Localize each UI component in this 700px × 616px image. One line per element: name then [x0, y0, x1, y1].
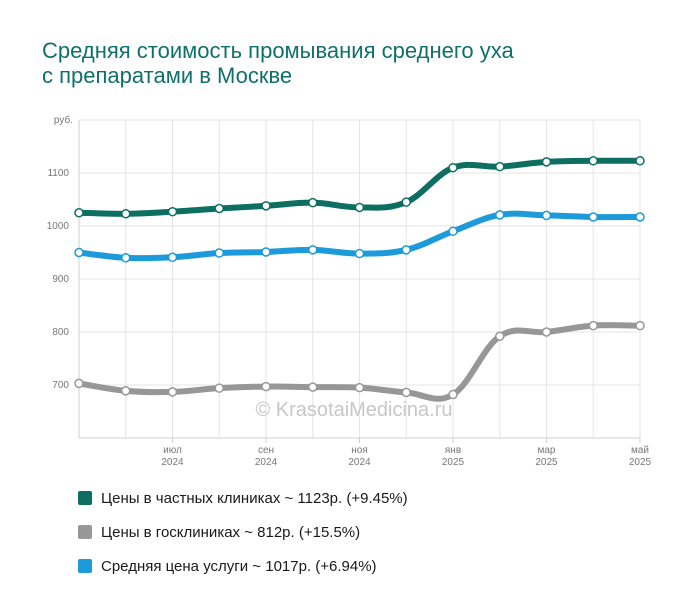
- data-point-average[interactable]: [214, 248, 224, 258]
- x-tick-label-year: 2024: [255, 457, 278, 468]
- x-tick-label-year: 2024: [348, 457, 371, 468]
- legend-item-public: Цены в госклиниках ~ 812р. (+15.5%): [78, 522, 408, 542]
- chart-axes: 70080090010001100руб.июл2024сен2024ноя20…: [47, 114, 652, 468]
- y-tick-label: 1000: [47, 221, 70, 232]
- data-point-private[interactable]: [214, 203, 224, 214]
- y-tick-label: 800: [52, 327, 69, 338]
- data-point-public[interactable]: [214, 383, 224, 393]
- x-tick-label-month: май: [631, 445, 649, 456]
- data-point-average[interactable]: [448, 226, 458, 237]
- legend-swatch-private: [78, 491, 92, 505]
- data-point-average[interactable]: [354, 248, 365, 259]
- x-tick-label-month: янв: [445, 445, 461, 456]
- data-point-public[interactable]: [354, 382, 365, 393]
- legend-item-average: Средняя цена услуги ~ 1017р. (+6.94%): [78, 556, 408, 576]
- chart-title-line-1: Средняя стоимость промывания среднего ух…: [42, 38, 514, 63]
- data-point-private[interactable]: [354, 202, 365, 213]
- data-point-private[interactable]: [121, 209, 131, 219]
- data-point-private[interactable]: [261, 201, 271, 211]
- data-point-average[interactable]: [308, 245, 318, 255]
- data-point-average[interactable]: [588, 212, 598, 222]
- data-point-average[interactable]: [167, 252, 178, 263]
- watermark: © KrasotaiMedicina.ru: [255, 399, 452, 421]
- chart-title-line-2: с препаратами в Москве: [42, 63, 293, 88]
- y-tick-label: 900: [52, 274, 69, 285]
- chart-legend: Цены в частных клиниках ~ 1123р. (+9.45%…: [78, 488, 408, 590]
- data-point-private[interactable]: [635, 156, 645, 166]
- data-point-public[interactable]: [541, 327, 552, 337]
- x-tick-label-year: 2025: [442, 457, 465, 468]
- data-point-average[interactable]: [495, 210, 505, 220]
- x-tick-label-month: сен: [258, 445, 274, 456]
- data-point-average[interactable]: [261, 247, 271, 257]
- data-point-public[interactable]: [261, 381, 271, 392]
- data-point-public[interactable]: [401, 387, 411, 398]
- data-point-private[interactable]: [401, 197, 411, 207]
- data-point-private[interactable]: [541, 157, 552, 167]
- legend-label-public: Цены в госклиниках ~ 812р. (+15.5%): [101, 523, 361, 541]
- data-point-public[interactable]: [495, 331, 505, 341]
- x-tick-label-year: 2025: [535, 457, 558, 468]
- data-point-private[interactable]: [308, 197, 318, 208]
- legend-item-private: Цены в частных клиниках ~ 1123р. (+9.45%…: [78, 488, 408, 508]
- x-tick-label-month: ноя: [351, 445, 368, 456]
- data-point-private[interactable]: [74, 208, 84, 218]
- legend-swatch-public: [78, 525, 92, 539]
- y-tick-label: 1100: [47, 168, 69, 179]
- chart-series: [74, 156, 645, 402]
- x-tick-label-year: 2024: [161, 457, 184, 468]
- y-tick-label: 700: [52, 380, 69, 391]
- x-tick-label-month: июл: [163, 445, 182, 456]
- data-point-public[interactable]: [167, 387, 178, 397]
- data-point-public[interactable]: [588, 320, 598, 331]
- chart-title: Средняя стоимость промывания среднего ух…: [42, 38, 682, 88]
- legend-label-average: Средняя цена услуги ~ 1017р. (+6.94%): [101, 557, 377, 575]
- data-point-private[interactable]: [448, 162, 458, 173]
- data-point-average[interactable]: [121, 253, 131, 263]
- data-point-public[interactable]: [308, 382, 318, 392]
- data-point-private[interactable]: [167, 206, 178, 217]
- data-point-private[interactable]: [495, 161, 505, 172]
- data-point-public[interactable]: [635, 320, 645, 331]
- data-point-average[interactable]: [401, 245, 411, 255]
- data-point-public[interactable]: [121, 386, 131, 396]
- y-unit-label: руб.: [54, 114, 73, 126]
- data-point-public[interactable]: [74, 378, 84, 389]
- data-point-average[interactable]: [541, 210, 552, 221]
- x-tick-label-year: 2025: [629, 457, 652, 468]
- data-point-average[interactable]: [635, 212, 645, 222]
- legend-swatch-average: [78, 559, 92, 573]
- x-tick-label-month: мар: [538, 445, 556, 456]
- data-point-average[interactable]: [74, 247, 84, 258]
- data-point-public[interactable]: [448, 389, 458, 400]
- data-point-private[interactable]: [588, 156, 598, 166]
- legend-label-private: Цены в частных клиниках ~ 1123р. (+9.45%…: [101, 489, 408, 507]
